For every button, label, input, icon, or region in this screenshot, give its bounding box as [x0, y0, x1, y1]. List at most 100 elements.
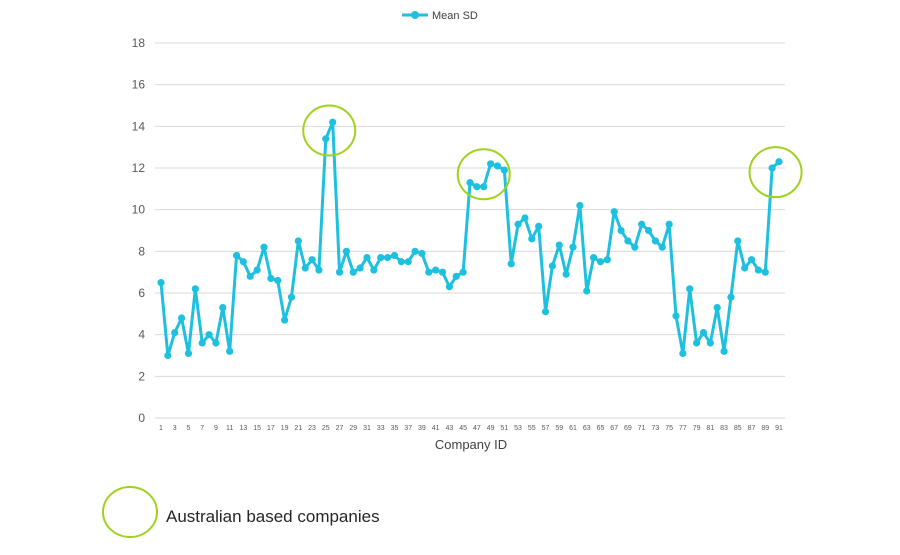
gridlines: [155, 42, 785, 419]
x-tick-label: 77: [679, 425, 687, 432]
y-tick-label: 2: [138, 369, 145, 383]
data-point: [191, 285, 199, 293]
data-point: [418, 249, 426, 258]
y-tick-label: 4: [138, 328, 145, 342]
data-point: [349, 268, 357, 276]
data-point: [617, 226, 625, 235]
y-tick-labels: 0 2 4 6 8 10 12 14 16 18: [132, 36, 146, 425]
x-tick-label: 35: [391, 425, 399, 432]
x-tick-label: 27: [336, 425, 344, 432]
data-point: [411, 247, 419, 255]
data-point: [541, 308, 550, 316]
data-point: [157, 278, 165, 287]
data-point: [219, 303, 227, 312]
data-point: [205, 331, 213, 339]
data-point: [583, 287, 591, 295]
x-tick-label: 9: [214, 425, 218, 432]
x-tick-label: 39: [418, 425, 426, 432]
data-point: [301, 264, 309, 272]
y-tick-label: 14: [132, 119, 146, 133]
x-tick-label: 45: [459, 425, 467, 432]
x-tick-label: 3: [173, 425, 177, 432]
data-point: [384, 253, 392, 262]
data-point: [713, 303, 721, 312]
data-point: [342, 247, 350, 255]
x-tick-label: 59: [555, 425, 563, 432]
data-point: [377, 253, 385, 262]
data-point: [679, 349, 687, 358]
x-tick-label: 5: [187, 425, 191, 432]
legend-label: Mean SD: [432, 10, 478, 22]
data-point: [232, 251, 241, 260]
data-point: [727, 293, 735, 301]
data-point: [308, 256, 316, 264]
data-point: [459, 268, 467, 276]
data-point: [329, 118, 337, 126]
x-tick-label: 75: [665, 425, 673, 432]
x-tick-label: 57: [542, 425, 550, 432]
data-point: [480, 183, 488, 191]
data-point: [555, 241, 563, 249]
highlight-circle: [748, 146, 803, 199]
x-tick-label: 51: [500, 425, 508, 432]
x-tick-label: 11: [226, 425, 233, 432]
x-tick-label: 53: [514, 425, 522, 432]
data-point: [603, 256, 611, 264]
x-tick-label: 17: [267, 425, 275, 432]
data-point: [493, 162, 502, 170]
x-tick-label: 25: [322, 425, 330, 432]
x-tick-label: 79: [693, 425, 701, 432]
x-tick-label: 47: [473, 425, 481, 432]
data-point: [638, 220, 646, 228]
x-tick-label: 67: [610, 425, 618, 432]
data-point: [741, 264, 749, 272]
data-point: [500, 166, 508, 174]
data-point: [651, 237, 660, 245]
x-tick-label: 55: [528, 425, 536, 432]
x-tick-label: 89: [761, 425, 769, 432]
data-point: [397, 258, 405, 266]
x-axis-title: Company ID: [435, 437, 507, 452]
data-point: [246, 272, 254, 280]
data-point: [267, 274, 275, 283]
annotation-key: Australian based companies: [102, 486, 380, 538]
x-tick-label: 83: [720, 425, 728, 432]
data-point: [768, 164, 776, 172]
data-point: [260, 243, 268, 251]
data-point: [590, 253, 598, 262]
data-point: [171, 328, 179, 337]
x-tick-label: 65: [597, 425, 605, 432]
data-point: [699, 328, 708, 337]
x-tick-label: 37: [404, 425, 412, 432]
legend: Mean SD: [402, 10, 478, 22]
data-point: [761, 268, 769, 276]
y-tick-label: 6: [138, 286, 145, 300]
y-tick-label: 18: [132, 36, 146, 50]
x-tick-label: 23: [308, 425, 316, 432]
data-point: [404, 258, 412, 266]
data-point: [184, 349, 193, 358]
x-tick-label: 41: [432, 425, 440, 432]
y-tick-label: 8: [138, 244, 145, 258]
data-point: [507, 260, 515, 268]
data-point: [672, 312, 680, 320]
data-point: [452, 272, 460, 280]
data-point: [754, 266, 763, 274]
x-tick-label: 85: [734, 425, 742, 432]
data-point: [363, 253, 371, 262]
data-point: [665, 220, 673, 228]
x-tick-label: 13: [240, 425, 248, 432]
data-point: [198, 339, 206, 347]
data-point: [610, 208, 618, 216]
data-point: [164, 351, 172, 360]
data-point: [576, 201, 584, 210]
y-tick-label: 12: [132, 161, 146, 175]
data-point: [466, 178, 474, 187]
data-point: [644, 226, 653, 235]
data-point: [315, 266, 323, 274]
data-point: [253, 266, 261, 274]
x-tick-label: 43: [446, 425, 454, 432]
data-point: [693, 339, 701, 347]
